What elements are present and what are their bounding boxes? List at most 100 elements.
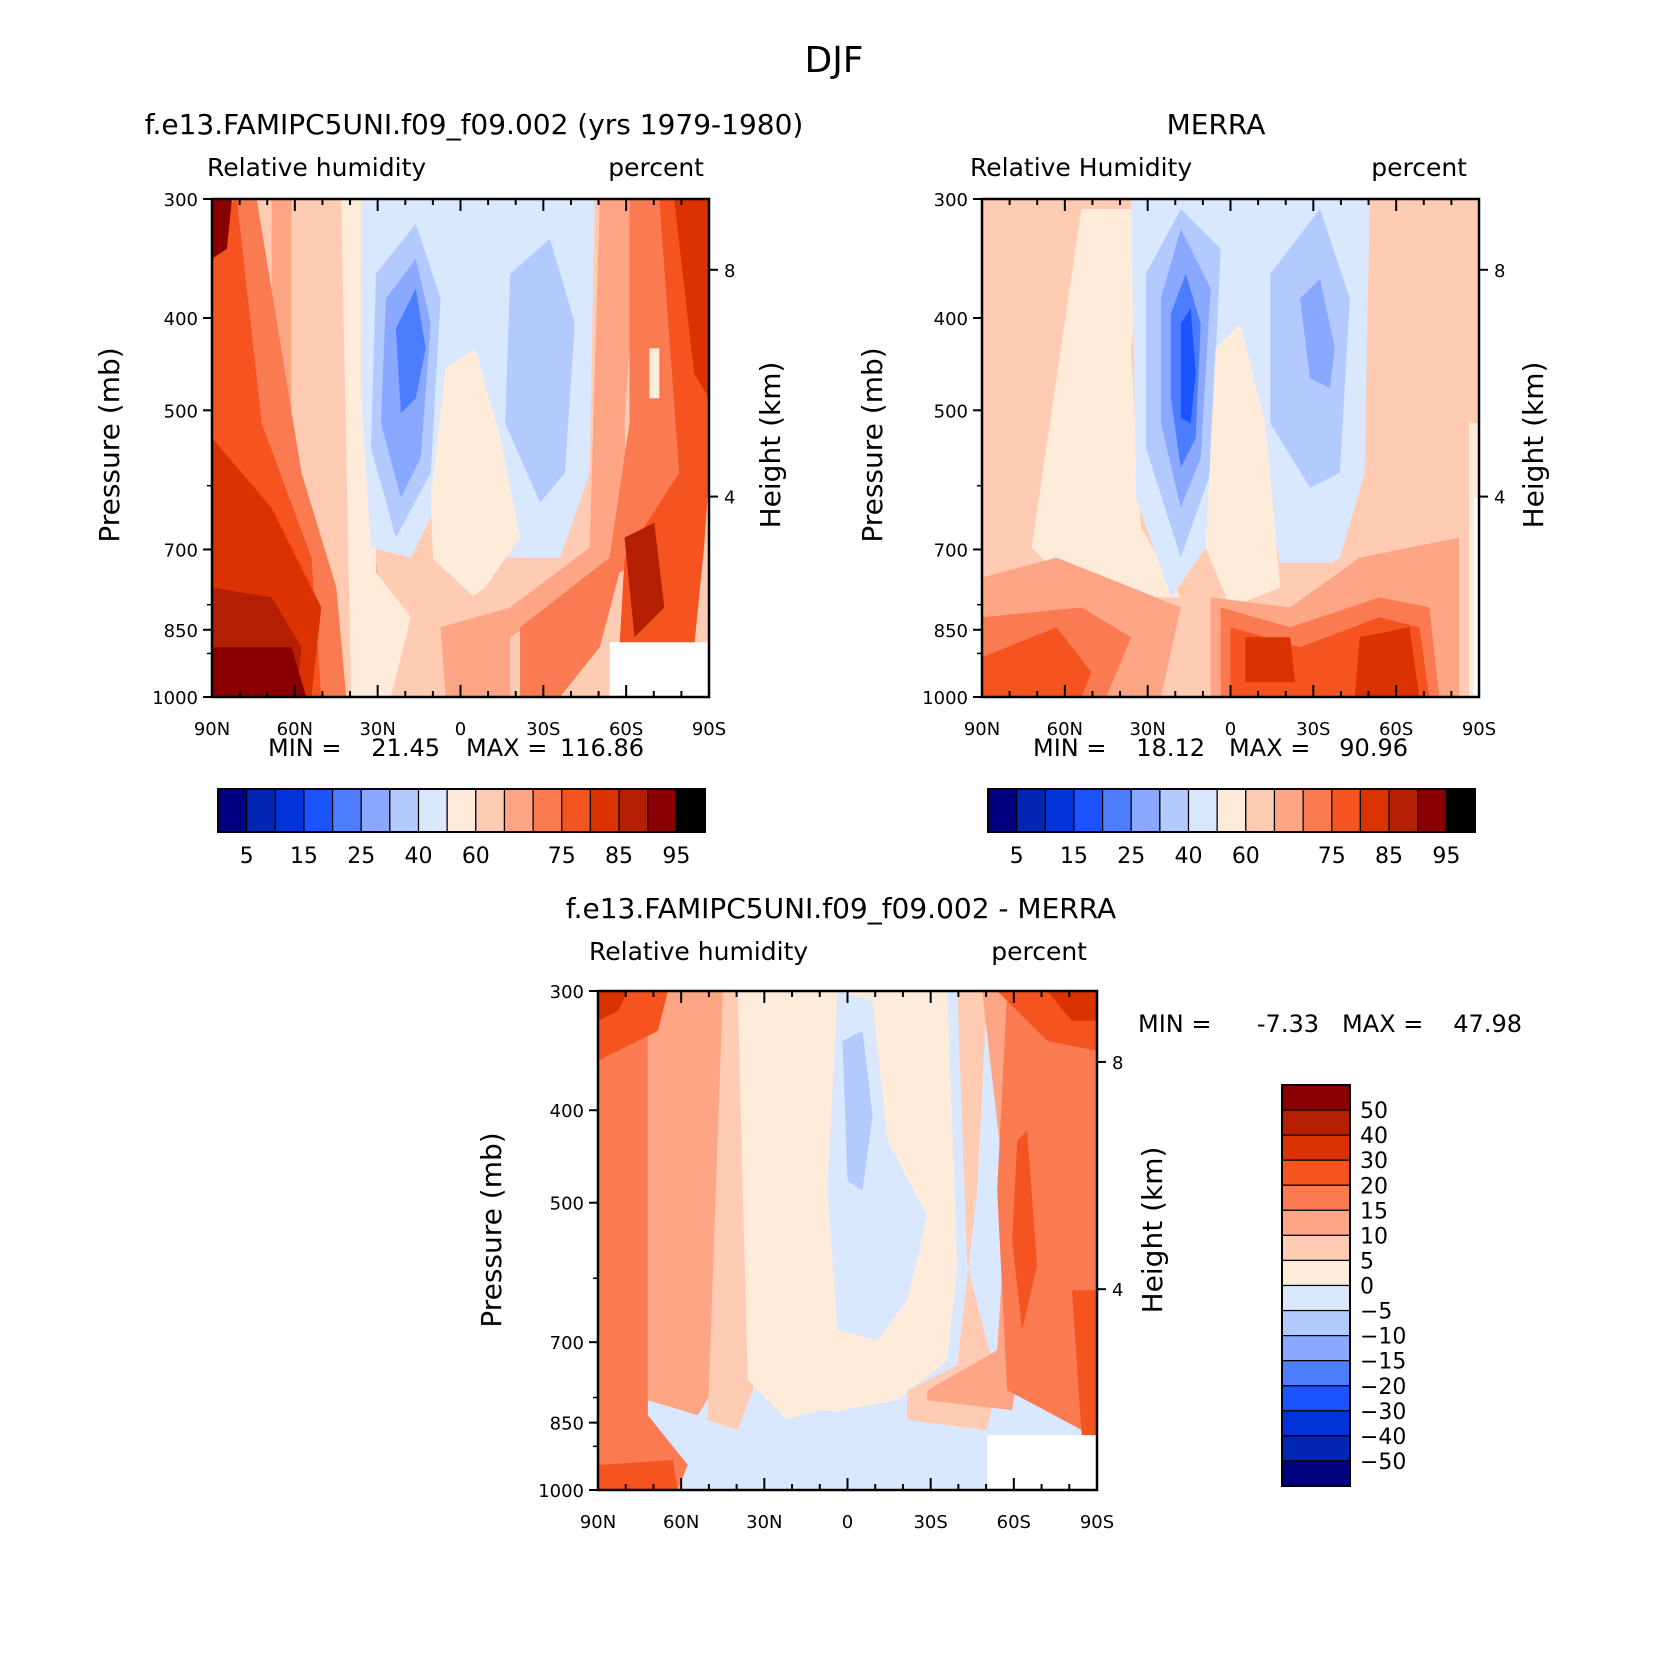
obs-y-tick-label: 500 [934,401,968,422]
diff-colorbar-label: −20 [1360,1375,1406,1400]
obs-y-tick-label: 700 [934,540,968,561]
diff-colorbar-label: 0 [1360,1275,1374,1300]
diff-contour-region [927,991,1023,1411]
diff-x-tick-label: 90N [580,1512,616,1533]
obs-colorbar-box [1445,788,1476,833]
diff-y-tick-label: 300 [550,982,584,1003]
diff-colorbar-label: 15 [1360,1199,1388,1224]
diff-y2-tick-label: 4 [1112,1280,1123,1301]
model-contour-region [395,288,426,414]
obs-max-label: MAX = [1229,734,1310,762]
diff-colorbar-box [1281,1335,1351,1362]
diff-variable-label: Relative humidity [589,937,808,966]
model-colorbar-box [503,788,534,833]
model-contour-region [440,199,640,697]
model-y-tick-label: 400 [164,309,198,330]
obs-colorbar-label: 85 [1375,844,1403,869]
diff-contour-region [1072,1290,1097,1441]
model-x-tick-label: 90S [692,719,726,740]
diff-contour-region [907,991,998,1431]
diff-colorbar-label: −50 [1360,1450,1406,1475]
diff-max-label: MAX = [1342,1010,1423,1038]
obs-colorbar-label: 5 [1010,844,1024,869]
diff-x-tick-label: 30N [746,1512,782,1533]
obs-x-tick-label: 30S [1296,719,1330,740]
obs-colorbar-box [1273,788,1304,833]
diff-contour-region [737,1410,938,1490]
model-contour-region [624,522,665,638]
diff-colorbar-label: 10 [1360,1224,1388,1249]
obs-contour-region [1354,627,1420,697]
model-contour-region [430,348,521,623]
model-x-tick-label: 90N [194,719,230,740]
diff-x-tick-label: 60S [997,1512,1031,1533]
obs-x-tick-label: 90S [1462,719,1496,740]
model-colorbar-label: 15 [290,844,318,869]
obs-min-value: 18.12 [1136,734,1205,762]
obs-colorbar-label: 25 [1117,844,1145,869]
diff-colorbar-box [1281,1435,1351,1462]
diff-contour-region [598,1460,678,1490]
obs-colorbar-box [1245,788,1276,833]
diff-colorbar-label: −10 [1360,1325,1406,1350]
diff-colorbar-box [1281,1460,1351,1487]
obs-y-tick-label: 850 [934,621,968,642]
obs-contour-region [1205,323,1281,608]
model-missing-region [609,642,709,697]
obs-colorbar-label: 60 [1232,844,1260,869]
obs-colorbar-label: 95 [1432,844,1460,869]
obs-colorbar-box [987,788,1018,833]
obs-x-tick-label: 60N [1047,719,1083,740]
diff-y-tick-label: 500 [550,1194,584,1215]
obs-colorbar: 5 15 25 40 60 75 85 95 [987,788,1476,869]
model-contour-region [505,238,575,503]
diff-units-label: percent [991,937,1087,966]
model-max-value: 116.86 [560,734,644,762]
obs-max-value: 90.96 [1339,734,1408,762]
diff-colorbar-box [1281,1259,1351,1287]
model-x-tick-label: 30N [359,719,395,740]
model-colorbar-box [303,788,334,833]
model-y-tick-label: 500 [164,401,198,422]
diff-colorbar-box [1281,1134,1351,1161]
model-x-tick-label: 60N [277,719,313,740]
model-panel-title: f.e13.FAMIPC5UNI.f09_f09.002 (yrs 1979-1… [145,108,804,141]
diff-colorbar-box [1281,1284,1351,1312]
diff-y-tick-label: 1000 [538,1481,584,1502]
obs-variable-label: Relative Humidity [970,153,1192,182]
obs-colorbar-box [1359,788,1390,833]
obs-colorbar-box [1331,788,1362,833]
obs-y-axis-label: Pressure (mb) [856,347,889,542]
model-colorbar-box [446,788,477,833]
diff-colorbar-label: 40 [1360,1124,1388,1149]
diff-contour-region [842,1030,873,1191]
obs-colorbar-frame [987,788,1476,833]
diff-contour-region [1047,991,1097,1021]
model-panel: f.e13.FAMIPC5UNI.f09_f09.002 (yrs 1979-1… [93,108,803,869]
model-x-tick-label: 0 [455,719,466,740]
diff-max-value: 47.98 [1453,1010,1522,1038]
model-y2-tick-label: 8 [724,261,735,282]
model-contour-region [212,199,232,259]
diff-colorbar-box [1281,1309,1351,1337]
model-y-tick-label: 1000 [152,688,198,709]
diff-contour-region [598,991,628,1021]
diff-colorbar-label: 50 [1360,1099,1388,1124]
model-colorbar-label: 40 [405,844,433,869]
model-contour-region [674,199,709,399]
obs-y2-tick-label: 8 [1494,261,1505,282]
obs-units-label: percent [1371,153,1467,182]
diff-colorbar-box [1281,1410,1351,1437]
diff-y-tick-label: 850 [550,1414,584,1435]
diff-panel-title: f.e13.FAMIPC5UNI.f09_f09.002 - MERRA [566,892,1116,925]
model-y-tick-label: 700 [164,540,198,561]
diff-panel: f.e13.FAMIPC5UNI.f09_f09.002 - MERRA Rel… [475,892,1522,1533]
obs-colorbar-label: 75 [1318,844,1346,869]
obs-plot-area: 90N 60N 30N 0 30S 60S 90S 300 400 500 700 850 1000 8 4 [922,190,1505,740]
model-colorbar: 5 15 25 40 60 75 85 95 [217,788,706,869]
obs-contour-region [1180,308,1196,424]
model-colorbar-box [389,788,420,833]
model-colorbar-label: 85 [605,844,633,869]
model-colorbar-box [675,788,706,833]
